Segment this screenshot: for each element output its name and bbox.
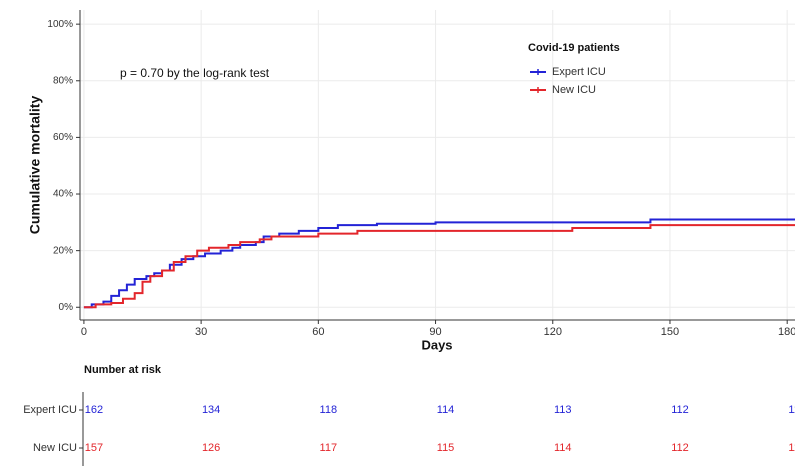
x-tick-label: 0 [81,326,87,338]
y-tick-label: 80% [53,75,73,86]
risk-count: 134 [202,404,220,416]
y-axis-label: Cumulative mortality [27,96,43,235]
x-tick-label: 90 [429,326,441,338]
annotation: p = 0.70 by the log-rank test [120,66,270,80]
risk-count: 126 [202,442,220,454]
legend-label: New ICU [552,84,596,96]
risk-count: 114 [554,442,572,454]
risk-count: 112 [788,404,795,416]
risk-table: Expert ICU 162 134 118 114 113 112 112 New ICU 15… [23,404,795,454]
y-tick-label: 60% [53,132,73,143]
risk-table-title: Number at risk [84,364,162,376]
x-tick-label: 180 [778,326,795,338]
risk-count: 114 [437,404,455,416]
legend-title: Covid-19 patients [528,42,620,54]
x-tick-label: 30 [195,326,207,338]
x-axis-label: Days [421,337,452,352]
lines [83,218,795,309]
risk-count: 113 [554,404,572,416]
risk-row-label: Expert ICU [23,404,77,416]
y-tick-label: 40% [53,189,73,200]
risk-count: 117 [320,442,338,454]
risk-count: 112 [788,442,795,454]
y-tick-label: 100% [47,19,73,30]
plot-panel [80,10,795,320]
legend: Expert ICU New ICU [530,66,606,96]
legend-label: Expert ICU [552,66,606,78]
y-tick-label: 0% [59,302,74,313]
risk-count: 157 [85,442,103,454]
risk-count: 112 [671,404,689,416]
step-line [83,218,795,309]
risk-count: 118 [320,404,338,416]
x-tick-label: 120 [544,326,562,338]
x-tick-label: 150 [661,326,679,338]
step-line [83,224,795,309]
risk-count: 115 [437,442,455,454]
risk-row-label: New ICU [33,442,77,454]
risk-count: 162 [85,404,103,416]
axes [76,10,795,324]
risk-count: 112 [671,442,689,454]
y-tick-label: 20% [53,245,73,256]
x-tick-label: 60 [312,326,324,338]
